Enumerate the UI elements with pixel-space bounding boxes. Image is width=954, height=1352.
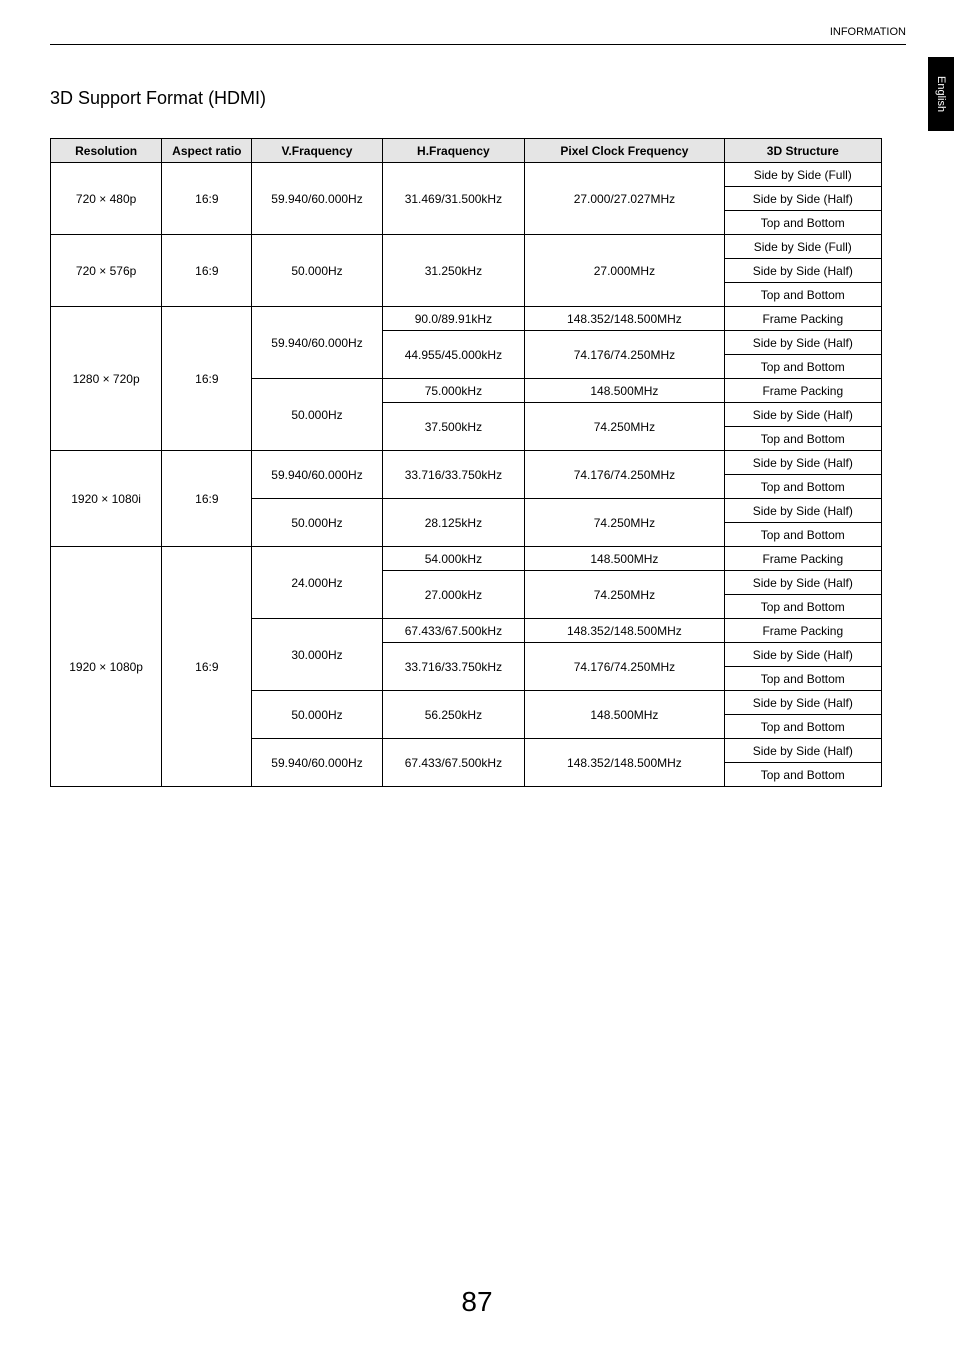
table-cell: 148.352/148.500MHz [525,619,724,643]
table-cell: Side by Side (Half) [724,259,881,283]
table-cell: Frame Packing [724,307,881,331]
table-header-row: Resolution Aspect ratio V.Fraquency H.Fr… [51,139,882,163]
table-cell: 31.469/31.500kHz [382,163,525,235]
table-cell: Frame Packing [724,619,881,643]
table-cell: 75.000kHz [382,379,525,403]
table-cell: 37.500kHz [382,403,525,451]
table-cell: 720 × 576p [51,235,162,307]
th-aspect: Aspect ratio [162,139,252,163]
table-cell: Side by Side (Half) [724,331,881,355]
table-cell: 74.250MHz [525,403,724,451]
table-cell: 67.433/67.500kHz [382,739,525,787]
table-cell: 90.0/89.91kHz [382,307,525,331]
table-cell: 74.250MHz [525,499,724,547]
th-resolution: Resolution [51,139,162,163]
table-cell: 74.250MHz [525,571,724,619]
table-cell: Top and Bottom [724,715,881,739]
table-cell: 50.000Hz [252,235,382,307]
table-cell: Top and Bottom [724,283,881,307]
table-cell: 720 × 480p [51,163,162,235]
table-cell: 1920 × 1080p [51,547,162,787]
table-cell: Side by Side (Half) [724,643,881,667]
table-cell: Frame Packing [724,547,881,571]
table-cell: Side by Side (Full) [724,235,881,259]
table-cell: 16:9 [162,451,252,547]
format-table-wrap: Resolution Aspect ratio V.Fraquency H.Fr… [50,138,882,787]
table-body: 720 × 480p16:959.940/60.000Hz31.469/31.5… [51,163,882,787]
table-cell: Top and Bottom [724,211,881,235]
table-cell: 28.125kHz [382,499,525,547]
table-cell: Side by Side (Half) [724,499,881,523]
table-cell: 50.000Hz [252,691,382,739]
language-tab: English [928,57,954,131]
table-cell: 33.716/33.750kHz [382,643,525,691]
table-cell: Side by Side (Half) [724,739,881,763]
table-cell: 33.716/33.750kHz [382,451,525,499]
table-cell: 16:9 [162,547,252,787]
table-cell: Top and Bottom [724,475,881,499]
table-cell: 59.940/60.000Hz [252,451,382,499]
table-cell: Side by Side (Half) [724,403,881,427]
table-cell: Top and Bottom [724,667,881,691]
table-cell: Side by Side (Half) [724,451,881,475]
table-cell: Top and Bottom [724,355,881,379]
table-cell: 30.000Hz [252,619,382,691]
table-cell: Frame Packing [724,379,881,403]
table-cell: Top and Bottom [724,427,881,451]
table-row: 1920 × 1080i16:959.940/60.000Hz33.716/33… [51,451,882,475]
table-cell: 56.250kHz [382,691,525,739]
table-cell: 148.352/148.500MHz [525,307,724,331]
table-cell: 148.352/148.500MHz [525,739,724,787]
table-cell: 59.940/60.000Hz [252,163,382,235]
header-label: INFORMATION [830,26,906,38]
table-cell: 59.940/60.000Hz [252,739,382,787]
section-title: 3D Support Format (HDMI) [50,88,266,109]
table-cell: 67.433/67.500kHz [382,619,525,643]
th-3dstruct: 3D Structure [724,139,881,163]
table-cell: Side by Side (Half) [724,691,881,715]
table-row: 1920 × 1080p16:924.000Hz54.000kHz148.500… [51,547,882,571]
table-cell: 16:9 [162,307,252,451]
table-cell: Side by Side (Half) [724,187,881,211]
table-row: 1280 × 720p16:959.940/60.000Hz90.0/89.91… [51,307,882,331]
table-cell: 50.000Hz [252,499,382,547]
table-cell: 50.000Hz [252,379,382,451]
table-cell: 74.176/74.250MHz [525,451,724,499]
header-divider [50,44,906,45]
table-cell: 31.250kHz [382,235,525,307]
table-cell: 59.940/60.000Hz [252,307,382,379]
table-cell: 54.000kHz [382,547,525,571]
table-cell: 1920 × 1080i [51,451,162,547]
table-cell: 44.955/45.000kHz [382,331,525,379]
th-pixclock: Pixel Clock Frequency [525,139,724,163]
table-cell: 148.500MHz [525,547,724,571]
page-number: 87 [0,1286,954,1318]
table-cell: Top and Bottom [724,523,881,547]
format-table: Resolution Aspect ratio V.Fraquency H.Fr… [50,138,882,787]
table-cell: Top and Bottom [724,595,881,619]
table-cell: 27.000kHz [382,571,525,619]
table-cell: 27.000MHz [525,235,724,307]
table-cell: 148.500MHz [525,379,724,403]
table-cell: Side by Side (Half) [724,571,881,595]
table-cell: 74.176/74.250MHz [525,331,724,379]
table-cell: 16:9 [162,163,252,235]
table-cell: 16:9 [162,235,252,307]
table-row: 720 × 576p16:950.000Hz31.250kHz27.000MHz… [51,235,882,259]
table-cell: 148.500MHz [525,691,724,739]
table-cell: Top and Bottom [724,763,881,787]
table-cell: 74.176/74.250MHz [525,643,724,691]
th-vfreq: V.Fraquency [252,139,382,163]
table-cell: 27.000/27.027MHz [525,163,724,235]
th-hfreq: H.Fraquency [382,139,525,163]
table-cell: 1280 × 720p [51,307,162,451]
table-cell: Side by Side (Full) [724,163,881,187]
table-cell: 24.000Hz [252,547,382,619]
table-row: 720 × 480p16:959.940/60.000Hz31.469/31.5… [51,163,882,187]
